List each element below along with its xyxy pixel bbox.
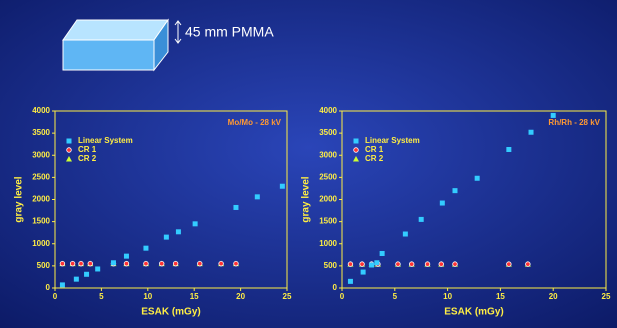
x-tick-label: 25 — [283, 292, 292, 301]
marker-square — [348, 279, 353, 284]
marker-circle — [396, 262, 401, 267]
y-tick-label: 500 — [324, 261, 338, 270]
marker-circle — [360, 262, 365, 267]
y-tick-label: 0 — [333, 283, 338, 292]
marker-circle — [173, 261, 178, 266]
marker-circle — [354, 148, 359, 153]
y-tick-label: 3500 — [32, 128, 50, 137]
phantom-label: 45 mm PMMA — [185, 24, 274, 40]
legend-label: CR 2 — [78, 154, 97, 163]
y-tick-label: 500 — [37, 261, 51, 270]
slide: 45 mm PMMA 05001000150020002500300035004… — [0, 0, 617, 328]
marker-square — [419, 217, 424, 222]
y-tick-label: 2500 — [32, 172, 50, 181]
marker-circle — [197, 261, 202, 266]
y-tick-label: 3500 — [319, 128, 337, 137]
marker-circle — [67, 148, 72, 153]
marker-square — [124, 254, 129, 259]
x-axis-label: ESAK (mGy) — [444, 307, 503, 318]
marker-square — [176, 229, 181, 234]
marker-square — [111, 260, 116, 265]
y-tick-label: 1500 — [319, 217, 337, 226]
marker-square — [452, 188, 457, 193]
x-tick-label: 25 — [602, 292, 611, 301]
marker-circle — [425, 262, 430, 267]
marker-circle — [70, 261, 75, 266]
marker-square — [440, 201, 445, 206]
y-tick-label: 3000 — [32, 150, 50, 159]
marker-square — [95, 266, 100, 271]
y-axis-label: gray level — [301, 176, 312, 222]
marker-circle — [219, 261, 224, 266]
y-tick-label: 2000 — [319, 195, 337, 204]
marker-square — [164, 235, 169, 240]
marker-square — [280, 184, 285, 189]
y-tick-label: 2000 — [32, 195, 50, 204]
legend-label: Linear System — [365, 136, 420, 145]
legend-label: CR 1 — [78, 145, 97, 154]
annotation: Mo/Mo - 28 kV — [228, 118, 282, 127]
marker-circle — [439, 262, 444, 267]
x-tick-label: 0 — [53, 292, 58, 301]
x-tick-label: 5 — [393, 292, 398, 301]
x-tick-label: 15 — [496, 292, 505, 301]
marker-square — [255, 194, 260, 199]
marker-square — [475, 176, 480, 181]
marker-square — [506, 147, 511, 152]
marker-square — [369, 262, 374, 267]
marker-circle — [144, 261, 149, 266]
y-tick-label: 4000 — [32, 106, 50, 115]
y-tick-label: 3000 — [319, 150, 337, 159]
marker-circle — [60, 261, 65, 266]
y-tick-label: 0 — [46, 283, 51, 292]
marker-square — [403, 232, 408, 237]
marker-square — [74, 277, 79, 282]
marker-circle — [409, 262, 414, 267]
x-tick-label: 5 — [99, 292, 104, 301]
y-tick-label: 1000 — [319, 239, 337, 248]
x-axis-label: ESAK (mGy) — [141, 307, 200, 318]
legend-label: CR 2 — [365, 154, 384, 163]
marker-square — [361, 270, 366, 275]
marker-circle — [234, 261, 239, 266]
marker-circle — [453, 262, 458, 267]
x-tick-label: 20 — [236, 292, 245, 301]
legend-label: Linear System — [78, 136, 133, 145]
marker-square — [354, 139, 359, 144]
y-tick-label: 1500 — [32, 217, 50, 226]
marker-square — [551, 113, 556, 118]
marker-square — [233, 205, 238, 210]
marker-square — [380, 251, 385, 256]
legend-label: CR 1 — [365, 145, 384, 154]
marker-circle — [88, 261, 93, 266]
marker-square — [143, 246, 148, 251]
y-tick-label: 4000 — [319, 106, 337, 115]
marker-circle — [124, 261, 129, 266]
y-axis-label: gray level — [14, 176, 25, 222]
x-tick-label: 10 — [143, 292, 152, 301]
x-tick-label: 20 — [549, 292, 558, 301]
marker-square — [67, 139, 72, 144]
marker-circle — [79, 261, 84, 266]
marker-circle — [526, 262, 531, 267]
marker-square — [84, 272, 89, 277]
marker-square — [374, 260, 379, 265]
y-tick-label: 1000 — [32, 239, 50, 248]
x-tick-label: 15 — [190, 292, 199, 301]
marker-circle — [507, 262, 512, 267]
marker-square — [529, 130, 534, 135]
marker-circle — [159, 261, 164, 266]
annotation: Rh/Rh - 28 kV — [548, 118, 600, 127]
x-tick-label: 0 — [340, 292, 345, 301]
x-tick-label: 10 — [443, 292, 452, 301]
marker-square — [193, 221, 198, 226]
y-tick-label: 2500 — [319, 172, 337, 181]
marker-square — [60, 282, 65, 287]
marker-circle — [348, 262, 353, 267]
